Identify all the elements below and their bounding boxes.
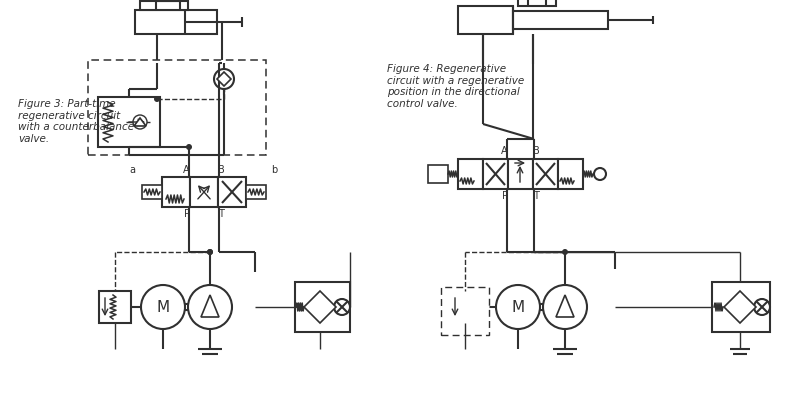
- Text: M: M: [511, 299, 525, 315]
- Bar: [458, 159, 483, 189]
- Bar: [428, 165, 448, 183]
- Circle shape: [141, 285, 185, 329]
- Bar: [513, 11, 608, 29]
- Bar: [135, 10, 217, 34]
- Circle shape: [496, 285, 540, 329]
- Text: Figure 4: Regenerative
circuit with a regenerative
position in the directional
c: Figure 4: Regenerative circuit with a re…: [387, 64, 524, 109]
- Bar: [295, 282, 350, 332]
- Circle shape: [334, 299, 350, 315]
- Text: a: a: [129, 165, 135, 175]
- Bar: [142, 185, 162, 199]
- Bar: [99, 291, 131, 323]
- Bar: [218, 177, 246, 207]
- Circle shape: [754, 299, 770, 315]
- Circle shape: [214, 69, 234, 89]
- Bar: [190, 177, 218, 207]
- Bar: [98, 97, 160, 147]
- Bar: [140, 1, 188, 10]
- Bar: [518, 0, 556, 6]
- Text: A: A: [183, 165, 190, 175]
- Circle shape: [188, 285, 232, 329]
- Text: P: P: [502, 191, 508, 201]
- Polygon shape: [201, 295, 219, 317]
- Bar: [246, 185, 266, 199]
- Polygon shape: [134, 118, 146, 126]
- Circle shape: [133, 115, 147, 129]
- Polygon shape: [724, 291, 756, 323]
- Text: T: T: [533, 191, 539, 201]
- Circle shape: [207, 249, 213, 255]
- Bar: [88, 60, 266, 155]
- Text: B: B: [218, 165, 225, 175]
- Bar: [441, 287, 489, 335]
- Text: A: A: [502, 146, 508, 156]
- Polygon shape: [217, 72, 231, 86]
- Circle shape: [562, 249, 568, 255]
- Text: M: M: [157, 299, 170, 315]
- Bar: [533, 159, 558, 189]
- Circle shape: [594, 168, 606, 180]
- Bar: [458, 6, 513, 34]
- Bar: [162, 177, 190, 207]
- Circle shape: [543, 285, 587, 329]
- Bar: [712, 282, 770, 332]
- Circle shape: [154, 96, 160, 102]
- Circle shape: [186, 144, 192, 150]
- Polygon shape: [556, 295, 574, 317]
- Text: B: B: [533, 146, 540, 156]
- Bar: [483, 159, 508, 189]
- Text: b: b: [271, 165, 277, 175]
- Text: P: P: [184, 209, 190, 219]
- Bar: [558, 159, 583, 189]
- Bar: [508, 159, 533, 189]
- Bar: [449, 291, 481, 323]
- Text: T: T: [218, 209, 224, 219]
- Text: Figure 3: Part-time
regenerative circuit
with a counterbalance
valve.: Figure 3: Part-time regenerative circuit…: [18, 99, 134, 144]
- Circle shape: [207, 249, 213, 255]
- Polygon shape: [304, 291, 336, 323]
